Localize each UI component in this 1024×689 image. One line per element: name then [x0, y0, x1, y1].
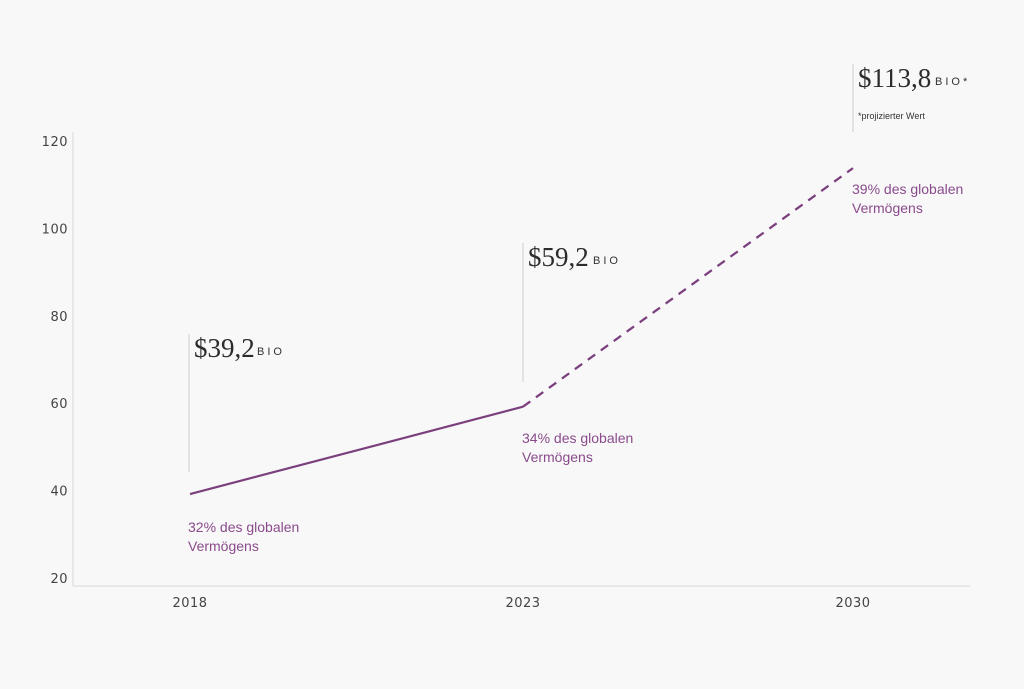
series-segment-solid [189, 405, 524, 496]
value-label: $59,2 [528, 242, 589, 272]
unit-label: BIO* [935, 76, 970, 88]
x-tick-label: 2030 [835, 596, 870, 611]
x-tick-label: 2018 [172, 596, 207, 611]
unit-label: BIO [593, 255, 621, 267]
series-segment-dashed [522, 167, 854, 408]
y-tick-label: 20 [50, 572, 68, 587]
x-tick-label: 2023 [505, 596, 540, 611]
unit-label: BIO [257, 346, 285, 358]
share-label-line1: 34% des globalen [522, 430, 633, 446]
footnote-label: *projizierter Wert [858, 111, 925, 121]
share-label-line1: 39% des globalen [852, 181, 963, 197]
y-tick-label: 100 [42, 222, 68, 237]
chart-axes: 20 40 60 80 100 120 2018 2023 2030 [42, 132, 970, 611]
annotation-guides [188, 64, 854, 472]
value-label: $113,8 [858, 63, 931, 93]
share-label-line1: 32% des globalen [188, 519, 299, 535]
share-label-line2: Vermögens [522, 449, 593, 465]
y-tick-label: 40 [50, 485, 68, 500]
share-label-line2: Vermögens [188, 538, 259, 554]
series-lines [189, 167, 854, 496]
y-tick-label: 60 [50, 397, 68, 412]
value-label: $39,2 [194, 333, 255, 363]
y-tick-label: 120 [42, 135, 68, 150]
y-tick-label: 80 [50, 310, 68, 325]
share-label-line2: Vermögens [852, 200, 923, 216]
